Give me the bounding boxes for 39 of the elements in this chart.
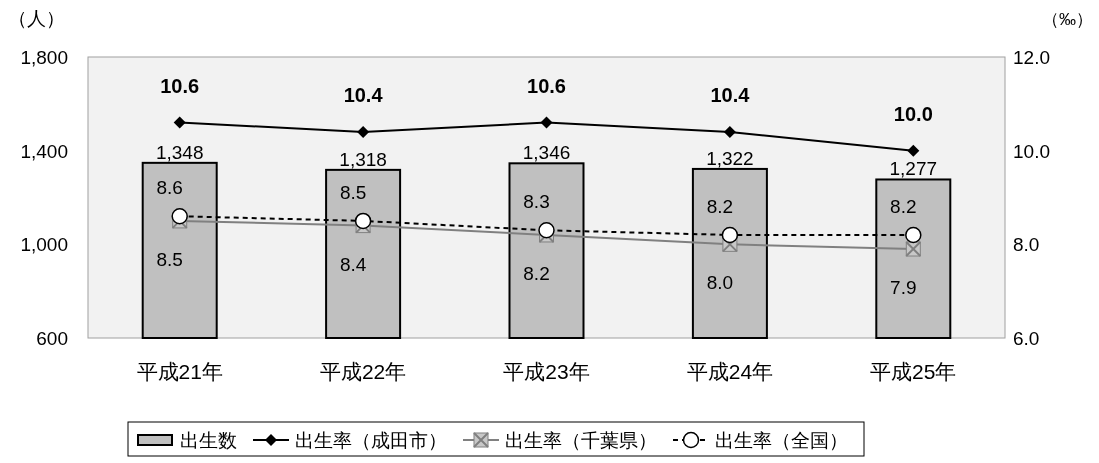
- y2-tick-label: 12.0: [1013, 47, 1050, 68]
- data-label: 10.0: [893, 102, 933, 125]
- y-tick-label: 1,800: [20, 47, 68, 68]
- y-tick-label: 1,400: [20, 140, 68, 162]
- x-tick-label: 平成21年: [136, 360, 223, 383]
- data-label: 8.3: [523, 191, 550, 213]
- data-label: 1,277: [889, 158, 938, 180]
- legend-label: 出生率（全国）: [715, 430, 848, 451]
- data-label: 1,322: [706, 147, 754, 169]
- data-label: 8.6: [156, 177, 183, 199]
- y2-tick-label: 10.0: [1013, 140, 1050, 162]
- x-tick-label: 平成25年: [870, 360, 957, 383]
- y2-tick-label: 8.0: [1013, 234, 1040, 256]
- y-axis-title: （人）: [8, 8, 65, 29]
- data-label: 10.6: [527, 74, 566, 97]
- x-tick-label: 平成24年: [686, 360, 774, 383]
- data-label: 10.4: [343, 83, 384, 106]
- data-label: 7.9: [890, 277, 917, 299]
- x-tick-label: 平成23年: [503, 360, 590, 383]
- x-tick-label: 平成22年: [319, 360, 407, 383]
- y-tick-label: 1,000: [20, 234, 68, 256]
- data-label: 10.4: [710, 83, 751, 106]
- y-tick-label: 600: [36, 328, 68, 349]
- data-label: 10.6: [160, 74, 200, 97]
- y2-axis-title: （‰）: [1042, 10, 1093, 29]
- data-label: 8.4: [339, 253, 367, 275]
- data-label: 8.2: [523, 262, 550, 284]
- data-label: 8.5: [339, 181, 367, 203]
- data-label: 8.5: [156, 248, 183, 270]
- data-label: 8.2: [706, 195, 734, 217]
- y2-tick-label: 6.0: [1013, 328, 1040, 349]
- legend-label: 出生数: [180, 430, 237, 451]
- legend-label: 出生率（成田市）: [295, 430, 447, 451]
- data-label: 1,348: [155, 141, 204, 163]
- data-label: 8.2: [890, 195, 917, 217]
- data-label: 8.0: [706, 272, 734, 294]
- data-label: 1,346: [522, 142, 571, 164]
- legend-label: 出生率（千葉県）: [505, 430, 657, 451]
- data-label: 1,318: [339, 148, 387, 170]
